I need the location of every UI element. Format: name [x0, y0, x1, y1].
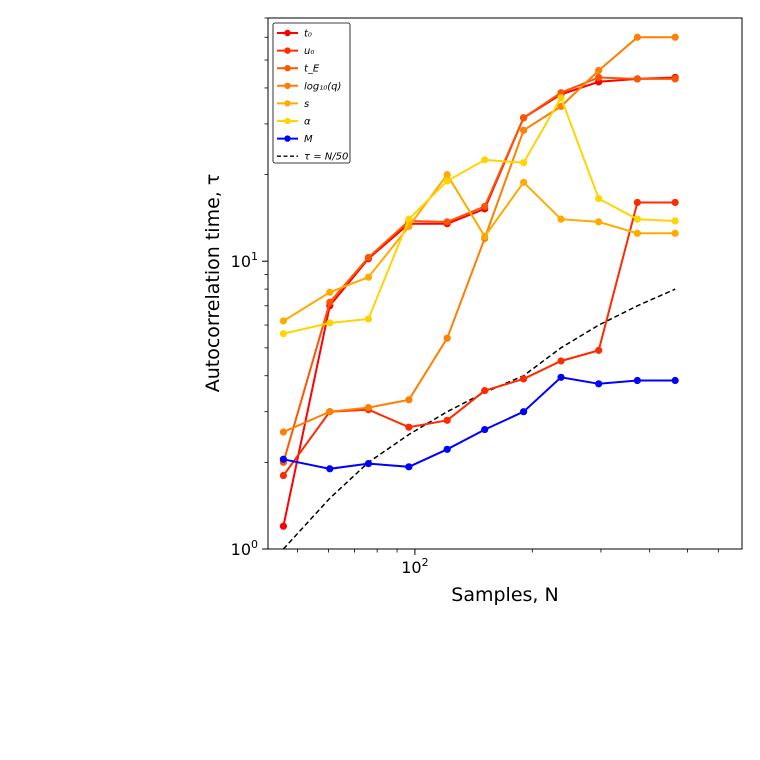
data-point — [279, 522, 288, 530]
data-point — [595, 218, 603, 226]
data-point — [520, 159, 528, 167]
data-point — [443, 416, 451, 424]
data-point — [481, 202, 489, 211]
axis-ticks — [262, 17, 719, 555]
legend-marker — [284, 135, 291, 142]
data-point — [481, 425, 489, 434]
data-point — [326, 408, 334, 416]
data-point — [279, 455, 288, 463]
data-point — [405, 215, 413, 223]
data-point — [595, 66, 603, 75]
data-point — [595, 195, 603, 203]
data-point — [595, 380, 603, 388]
data-point — [557, 215, 565, 223]
data-point — [671, 198, 679, 207]
data-point — [557, 357, 565, 365]
series-6 — [279, 373, 679, 473]
data-point — [326, 298, 334, 306]
data-point — [520, 126, 528, 134]
data-point — [364, 315, 373, 323]
data-point — [326, 465, 334, 473]
x-axis-label: Samples, N — [451, 584, 558, 606]
data-point — [279, 330, 288, 338]
data-point — [520, 178, 528, 186]
data-point — [443, 218, 451, 226]
legend-marker — [284, 47, 291, 54]
data-point — [364, 273, 373, 281]
data-point — [520, 375, 528, 383]
data-point — [671, 229, 679, 237]
data-point — [671, 376, 679, 385]
data-point — [481, 387, 489, 395]
legend-entry: α — [304, 117, 311, 128]
data-point — [633, 33, 641, 41]
legend-entry: t_E — [304, 64, 320, 75]
y-tick-label: 101 — [231, 250, 258, 271]
series-2 — [279, 73, 679, 466]
data-point — [557, 89, 565, 97]
data-point — [279, 471, 288, 480]
data-point — [633, 198, 641, 207]
data-point — [279, 317, 288, 325]
y-tick-label: 100 — [231, 538, 258, 559]
tick-labels: 102 100 101 — [231, 250, 429, 577]
legend-marker — [284, 65, 291, 72]
series-4 — [279, 170, 679, 325]
legend-entry: M — [304, 134, 313, 145]
legend-entry: s — [304, 99, 309, 110]
data-point — [364, 403, 373, 412]
x-tick-label: 102 — [401, 556, 428, 577]
legend-entry: t₀ — [304, 29, 312, 40]
data-point — [520, 114, 528, 122]
data-point — [443, 334, 451, 342]
legend-entry: τ = N/50 — [304, 152, 348, 163]
data-point — [443, 445, 451, 453]
data-point — [557, 373, 565, 381]
data-point — [326, 319, 334, 327]
data-point — [633, 229, 641, 237]
legend-entry: log₁₀(q) — [304, 81, 341, 92]
series-1 — [279, 198, 679, 480]
series-layer — [279, 33, 679, 550]
data-point — [520, 408, 528, 416]
data-point — [671, 217, 679, 225]
data-point — [557, 94, 565, 102]
data-point — [405, 463, 413, 471]
data-point — [481, 156, 489, 164]
data-point — [633, 215, 641, 223]
series-5 — [279, 94, 679, 338]
legend-marker — [284, 29, 291, 37]
data-point — [405, 396, 413, 404]
data-point — [326, 288, 334, 296]
data-point — [481, 232, 489, 240]
legend-marker — [284, 100, 291, 107]
legend-box — [272, 22, 351, 164]
data-point — [364, 460, 373, 468]
data-point — [633, 376, 641, 385]
data-point — [405, 423, 413, 431]
data-point — [595, 346, 603, 354]
data-point — [443, 170, 451, 179]
legend-marker — [284, 82, 291, 90]
data-point — [633, 75, 641, 83]
legend-entry: u₀ — [304, 46, 314, 57]
data-point — [671, 75, 679, 83]
legend-marker — [284, 117, 291, 125]
y-axis-label: Autocorrelation time, τ — [202, 174, 224, 393]
data-point — [279, 428, 288, 436]
data-point — [364, 253, 373, 262]
data-point — [671, 33, 679, 41]
data-point — [595, 73, 603, 82]
data-point — [443, 177, 451, 185]
